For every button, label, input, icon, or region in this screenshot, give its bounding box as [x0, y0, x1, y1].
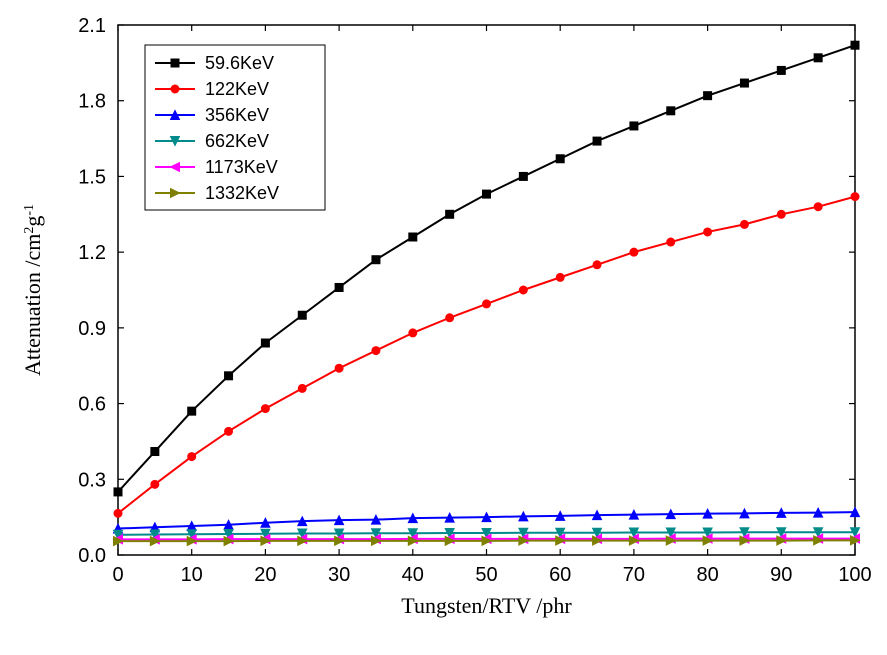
legend-label: 356KeV — [205, 105, 269, 125]
x-tick-label: 60 — [549, 564, 571, 586]
attenuation-chart: 0 10 20 30 40 50 60 70 80 90 100 0.0 0.3 0.6 0.9 1.2 1.5… — [0, 0, 887, 655]
x-tick-label: 30 — [328, 564, 350, 586]
x-tick-label: 90 — [770, 564, 792, 586]
x-tick-label: 10 — [181, 564, 203, 586]
legend-label: 1332KeV — [205, 183, 279, 203]
x-tick-label: 70 — [623, 564, 645, 586]
y-tick-label: 2.1 — [78, 15, 106, 37]
y-tick-label: 0.3 — [78, 469, 106, 491]
x-axis-label: Tungsten/RTV /phr — [401, 593, 572, 618]
chart-container: 0 10 20 30 40 50 60 70 80 90 100 0.0 0.3 0.6 0.9 1.2 1.5… — [0, 0, 887, 655]
y-tick-label: 0.9 — [78, 318, 106, 340]
y-tick-label: 1.8 — [78, 91, 106, 113]
legend-label: 122KeV — [205, 79, 269, 99]
x-tick-label: 80 — [696, 564, 718, 586]
legend: 59.6KeV 122KeV 356KeV 662KeV 1173KeV 1332KeV — [145, 45, 325, 210]
y-tick-label: 1.2 — [78, 242, 106, 264]
legend-label: 59.6KeV — [205, 53, 274, 73]
x-tick-label: 50 — [475, 564, 497, 586]
y-tick-label: 0.0 — [78, 545, 106, 567]
y-tick-label: 0.6 — [78, 394, 106, 416]
x-tick-label: 0 — [112, 564, 123, 586]
x-tick-label: 40 — [402, 564, 424, 586]
legend-label: 1173KeV — [205, 157, 278, 177]
x-tick-label: 100 — [838, 564, 871, 586]
x-tick-label: 20 — [254, 564, 276, 586]
y-tick-label: 1.5 — [78, 166, 106, 188]
legend-label: 662KeV — [205, 131, 269, 151]
